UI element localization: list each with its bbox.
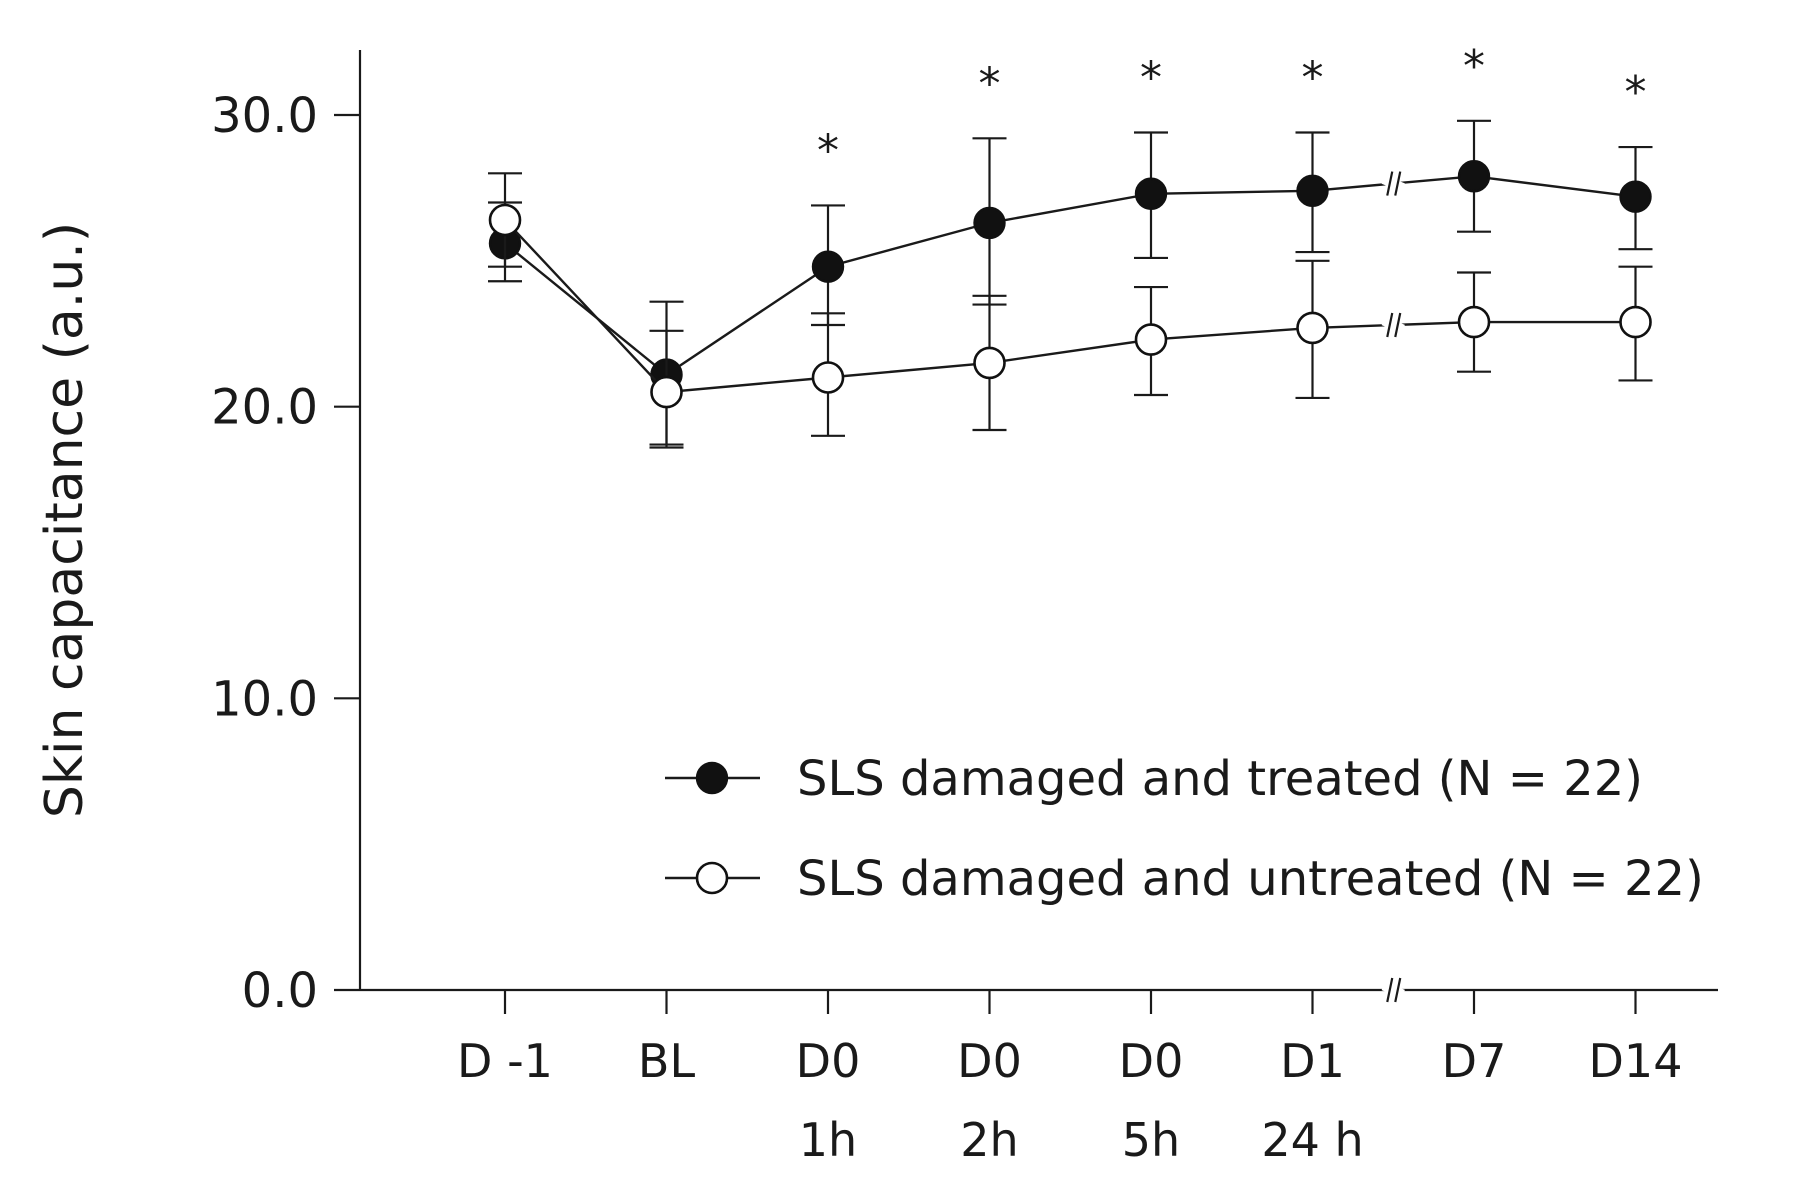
data-point [1619, 305, 1652, 339]
series-untreated [488, 172, 1653, 449]
series-treated [488, 119, 1653, 446]
break-mask [1381, 981, 1405, 999]
series-line [504, 219, 1636, 394]
data-point [811, 361, 845, 394]
significance-star: * [1140, 53, 1162, 104]
x-tick-label: D14 [1589, 1034, 1683, 1088]
series-line [504, 175, 1636, 377]
data-point [1619, 180, 1652, 213]
series-line-break [1381, 171, 1405, 196]
y-tick-label: 20.0 [211, 380, 318, 436]
series-layer [488, 119, 1653, 449]
series-line-break [1381, 312, 1405, 338]
x-tick-label: D0 [957, 1034, 1022, 1088]
legend-entry: SLS damaged and untreated (N = 22) [665, 851, 1704, 907]
legend-label: SLS damaged and treated (N = 22) [797, 751, 1643, 807]
x-tick-label: BL [638, 1034, 696, 1088]
x-tick-label: D7 [1442, 1034, 1507, 1088]
data-point [1134, 323, 1168, 356]
break-stroke [1394, 312, 1402, 338]
data-point [1296, 311, 1329, 345]
data-point [488, 203, 522, 237]
x-axis-break [1381, 977, 1405, 1003]
legend-label: SLS damaged and untreated (N = 22) [797, 851, 1704, 907]
data-point [1457, 160, 1491, 193]
x-tick-label: D0 [1119, 1034, 1184, 1088]
y-tick-label: 10.0 [211, 671, 318, 727]
axes-layer: 0.0 10.0 20.0 30.0 Skin capacitance (a.u.) D … [35, 50, 1718, 1167]
break-mask [1381, 175, 1405, 192]
significance-star: * [1625, 67, 1647, 118]
significance-star: * [1302, 53, 1324, 104]
data-point [1296, 174, 1329, 208]
legend-marker [695, 761, 729, 795]
legend-entry: SLS damaged and treated (N = 22) [665, 751, 1643, 807]
x-tick-label: D -1 [457, 1034, 553, 1088]
x-tick-label: D1 [1280, 1034, 1345, 1088]
break-stroke [1386, 312, 1394, 338]
data-point [1134, 177, 1168, 210]
data-point [973, 206, 1006, 240]
break-stroke [1394, 977, 1402, 1003]
significance-star: * [979, 58, 1001, 109]
break-stroke [1394, 171, 1402, 196]
break-stroke [1386, 977, 1394, 1003]
y-axis-title: Skin capacitance (a.u.) [35, 222, 95, 818]
data-point [811, 250, 845, 283]
legend-marker [695, 861, 729, 895]
y-tick-label: 0.0 [242, 963, 318, 1019]
x-tick-label: D0 [796, 1034, 861, 1088]
significance-star: * [1463, 41, 1485, 92]
y-tick-label: 30.0 [211, 88, 318, 144]
x-tick-sublabel: 24 h [1261, 1113, 1363, 1167]
x-tick-sublabel: 2h [960, 1113, 1018, 1167]
significance-star: * [817, 125, 839, 176]
data-point [973, 346, 1006, 380]
x-tick-sublabel: 1h [799, 1113, 857, 1167]
x-tick-sublabel: 5h [1122, 1113, 1180, 1167]
break-mask [1381, 316, 1405, 334]
significance-layer: * * * * * * [817, 41, 1647, 177]
break-stroke [1386, 171, 1394, 196]
legend: SLS damaged and treated (N = 22) SLS dama… [665, 751, 1704, 907]
data-point [1457, 305, 1491, 339]
data-point [650, 375, 683, 409]
